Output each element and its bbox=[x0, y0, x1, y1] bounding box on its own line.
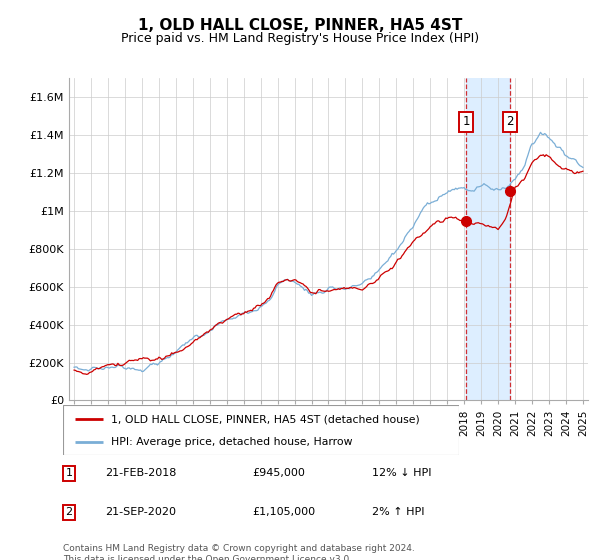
Text: Price paid vs. HM Land Registry's House Price Index (HPI): Price paid vs. HM Land Registry's House … bbox=[121, 32, 479, 45]
Bar bbox=[466, 78, 511, 400]
Text: 2: 2 bbox=[65, 507, 73, 517]
Text: 1: 1 bbox=[463, 115, 470, 128]
Text: 21-SEP-2020: 21-SEP-2020 bbox=[105, 507, 176, 517]
Text: HPI: Average price, detached house, Harrow: HPI: Average price, detached house, Harr… bbox=[110, 437, 352, 447]
Text: 1: 1 bbox=[65, 468, 73, 478]
Text: £1,105,000: £1,105,000 bbox=[252, 507, 315, 517]
Text: 2: 2 bbox=[506, 115, 514, 128]
FancyBboxPatch shape bbox=[63, 405, 459, 455]
Text: Contains HM Land Registry data © Crown copyright and database right 2024.
This d: Contains HM Land Registry data © Crown c… bbox=[63, 544, 415, 560]
Text: 1, OLD HALL CLOSE, PINNER, HA5 4ST (detached house): 1, OLD HALL CLOSE, PINNER, HA5 4ST (deta… bbox=[110, 414, 419, 424]
Text: 12% ↓ HPI: 12% ↓ HPI bbox=[372, 468, 431, 478]
Text: 2% ↑ HPI: 2% ↑ HPI bbox=[372, 507, 425, 517]
Text: 21-FEB-2018: 21-FEB-2018 bbox=[105, 468, 176, 478]
Text: 1, OLD HALL CLOSE, PINNER, HA5 4ST: 1, OLD HALL CLOSE, PINNER, HA5 4ST bbox=[138, 18, 462, 33]
Text: £945,000: £945,000 bbox=[252, 468, 305, 478]
